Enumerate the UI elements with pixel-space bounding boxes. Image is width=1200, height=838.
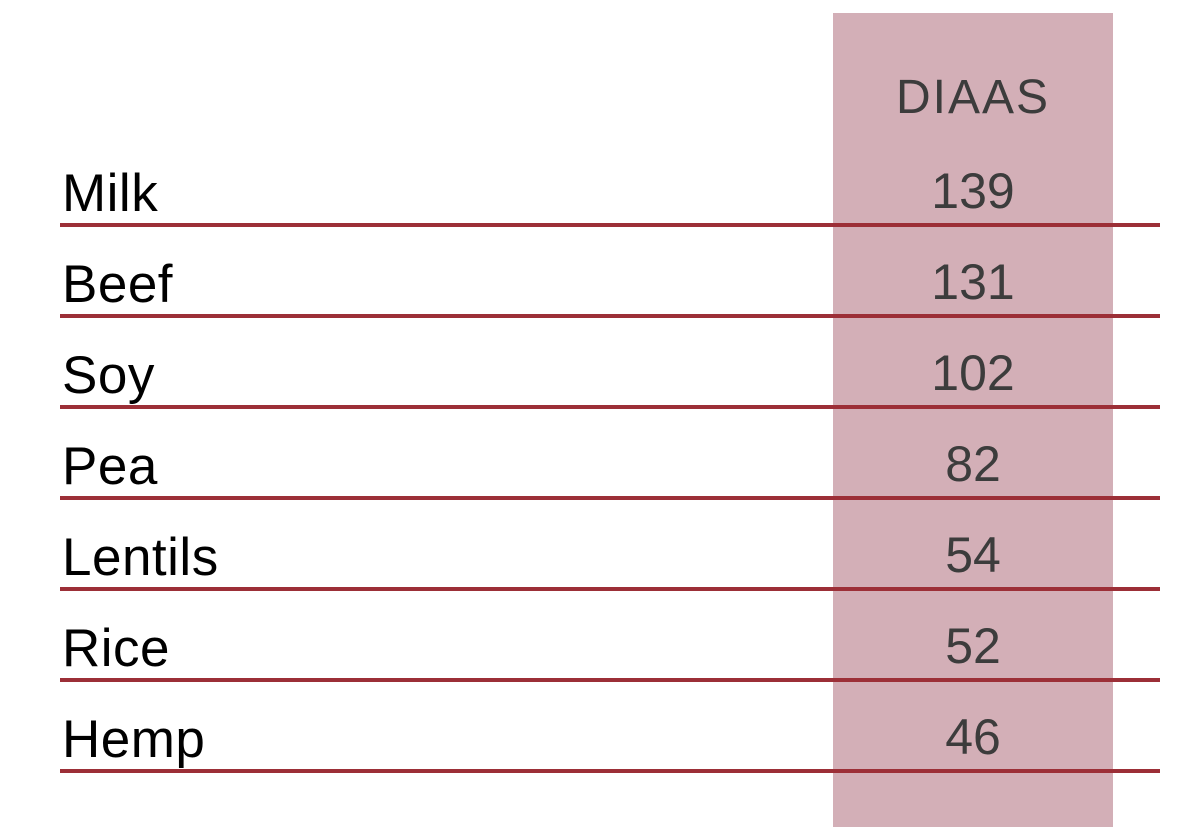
- table-row-beef: Beef 131: [60, 227, 1160, 318]
- column-header-diaas: DIAAS: [895, 71, 1051, 124]
- table-row-milk: Milk 139: [60, 136, 1160, 227]
- row-label: Rice: [62, 619, 171, 678]
- table-header-row: DIAAS: [60, 0, 1160, 136]
- row-value: 52: [945, 618, 1001, 674]
- table-row-rice: Rice 52: [60, 591, 1160, 682]
- row-value: 82: [945, 436, 1001, 492]
- row-label: Soy: [62, 346, 155, 405]
- table-row-lentils: Lentils 54: [60, 500, 1160, 591]
- row-label: Milk: [62, 164, 159, 223]
- row-label: Beef: [62, 255, 174, 314]
- row-value: 54: [945, 527, 1001, 583]
- table-row-hemp: Hemp 46: [60, 682, 1160, 773]
- row-value: 131: [931, 254, 1015, 310]
- row-label: Pea: [62, 437, 158, 496]
- table: DIAAS Milk 139 Beef 131 Soy 102 Pea 82 L…: [60, 0, 1160, 773]
- row-value: 139: [931, 163, 1015, 219]
- row-value: 102: [931, 345, 1015, 401]
- table-row-soy: Soy 102: [60, 318, 1160, 409]
- row-value: 46: [945, 709, 1001, 765]
- table-row-pea: Pea 82: [60, 409, 1160, 500]
- row-label: Hemp: [62, 710, 206, 769]
- diaas-column-highlight: [833, 13, 1113, 827]
- row-label: Lentils: [62, 528, 219, 587]
